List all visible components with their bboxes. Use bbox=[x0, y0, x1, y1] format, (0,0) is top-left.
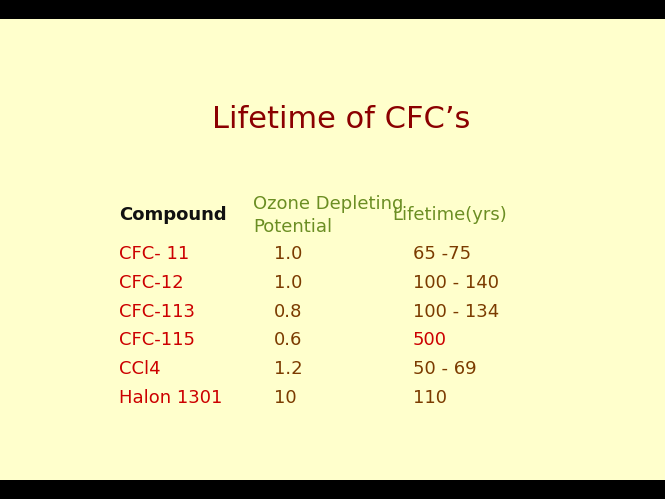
Text: 100 - 140: 100 - 140 bbox=[413, 274, 499, 292]
Text: 1.0: 1.0 bbox=[274, 274, 302, 292]
Text: Ozone Depleting
Potential: Ozone Depleting Potential bbox=[253, 196, 404, 236]
Text: 1.2: 1.2 bbox=[274, 360, 303, 378]
Text: CFC- 11: CFC- 11 bbox=[119, 245, 190, 263]
Text: 110: 110 bbox=[413, 389, 447, 407]
Text: 0.8: 0.8 bbox=[274, 302, 302, 320]
Text: 65 -75: 65 -75 bbox=[413, 245, 471, 263]
Text: CFC-12: CFC-12 bbox=[119, 274, 184, 292]
Text: 100 - 134: 100 - 134 bbox=[413, 302, 499, 320]
Text: 10: 10 bbox=[274, 389, 297, 407]
Text: 50 - 69: 50 - 69 bbox=[413, 360, 477, 378]
Text: Halon 1301: Halon 1301 bbox=[119, 389, 223, 407]
Text: CFC-115: CFC-115 bbox=[119, 331, 196, 349]
Text: 1.0: 1.0 bbox=[274, 245, 302, 263]
Text: 500: 500 bbox=[413, 331, 447, 349]
Text: Lifetime(yrs): Lifetime(yrs) bbox=[392, 207, 507, 225]
Text: CFC-113: CFC-113 bbox=[119, 302, 196, 320]
Text: 0.6: 0.6 bbox=[274, 331, 302, 349]
Text: Compound: Compound bbox=[119, 207, 227, 225]
Text: Lifetime of CFC’s: Lifetime of CFC’s bbox=[211, 105, 470, 134]
Text: CCl4: CCl4 bbox=[119, 360, 161, 378]
